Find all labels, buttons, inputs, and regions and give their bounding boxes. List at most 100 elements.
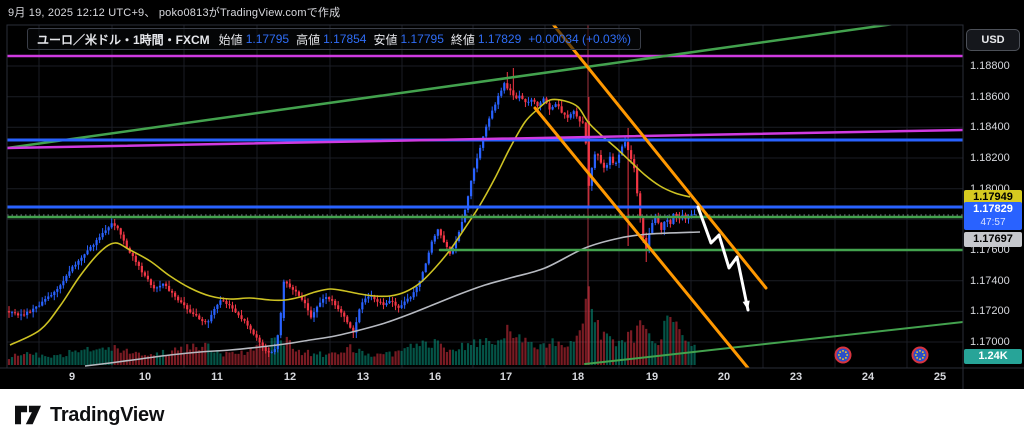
candle-body [352,327,355,333]
candle-body [454,240,458,249]
volume-bar [584,298,587,365]
projection-arrow[interactable] [696,205,750,312]
candle-body [548,103,551,110]
currency-usd-button[interactable]: USD [966,29,1020,51]
volume-bar [518,334,521,365]
volume-bar [192,343,195,365]
volume-bar [237,353,240,365]
candle-body [32,308,35,313]
price-tick-label: 1.17200 [970,305,1010,318]
candle-body [524,98,527,103]
volume-bar [183,352,186,365]
candle-body [482,136,485,148]
eu-event-marker-icon[interactable] [911,346,929,364]
candle-body [554,104,557,107]
volume-bar [524,337,527,365]
volume-bar [282,345,285,365]
ma-white-line [84,231,701,367]
volume-bar [639,320,642,365]
volume-bar [258,343,261,365]
magenta-resistance-lower[interactable] [7,128,963,150]
volume-bar [80,350,83,365]
volume-bar [627,331,630,365]
tradingview-logo[interactable]: TradingView [13,402,164,428]
candle-body [167,285,171,291]
time-axis-label: 13 [356,371,370,383]
symbol-legend[interactable]: ユーロ／米ドル・1時間・FXCM 始値 1.17795 高値 1.17854 安… [27,28,642,50]
last-price-badge: 1.17829 47:57 [964,202,1022,230]
candle-body [59,285,62,290]
volume-bar [219,353,222,365]
eu-event-marker-icon[interactable] [834,346,852,364]
volume-bar [575,335,578,365]
candle-body [500,90,503,96]
price-tick-label: 1.18400 [970,121,1010,134]
volume-bar [16,355,20,365]
time-axis-label: 17 [499,371,513,383]
green-trendline-upper[interactable] [0,22,908,150]
volume-bar [403,348,406,365]
candle-body [95,240,98,246]
volume-bar [104,349,107,365]
volume-bar [548,343,551,365]
candle-body [131,252,134,257]
candle-body [611,156,615,163]
orange-channel-lower[interactable] [533,106,750,368]
time-axis-label: 12 [283,371,297,383]
volume-bar [122,350,125,365]
candle-body [654,217,657,224]
candle-body [23,314,26,316]
volume-bar [630,330,633,365]
volume-bar [587,286,590,365]
candle-body [195,313,198,316]
green-trendline-lower[interactable] [584,321,963,365]
candle-body [201,319,204,322]
volume-bar [581,323,584,365]
volume-bar [388,351,391,365]
volume-bar [681,335,684,365]
candle-body [424,263,427,273]
candle-body [373,295,376,300]
orange-channel-upper[interactable] [551,23,768,290]
candle-body [512,90,515,96]
candle-body [306,303,310,311]
volume-bar [358,348,361,365]
volume-bar [32,354,35,365]
ma-white-price-badge: 1.17697 [964,231,1022,247]
price-tick-label: 1.18800 [970,60,1010,72]
candle-body [252,329,255,335]
volume-bar [533,347,536,365]
price-chart-canvas[interactable] [0,0,1024,389]
candle-body [240,315,243,320]
volume-bar [485,338,488,365]
candle-body [578,116,581,122]
volume-bar [228,352,231,365]
candle-body [346,316,349,323]
volume-bar [521,342,524,365]
volume-bar [170,350,174,365]
candle-body [382,302,385,306]
candle-body [125,240,128,248]
volume-bar [620,340,624,365]
volume-bar [328,353,331,365]
volume-bar [394,351,397,365]
candle-body [294,289,297,292]
candle-body [10,312,14,314]
volume-bar [633,342,636,365]
candle-body [593,154,596,168]
candle-body [563,112,566,115]
candle-body [488,118,491,127]
volume-bar [198,350,201,365]
volume-bar [678,329,681,365]
volume-bar [294,351,297,365]
candle-body [337,305,340,310]
candle-body [602,162,606,168]
candle-body [623,142,627,147]
candle-body [198,315,201,320]
chart-pane[interactable] [0,22,963,368]
volume-bar [291,348,294,365]
candle-body [279,312,282,336]
candle-body [536,101,539,107]
volume-bar [370,356,373,365]
close-value: 1.17829 [477,32,522,46]
